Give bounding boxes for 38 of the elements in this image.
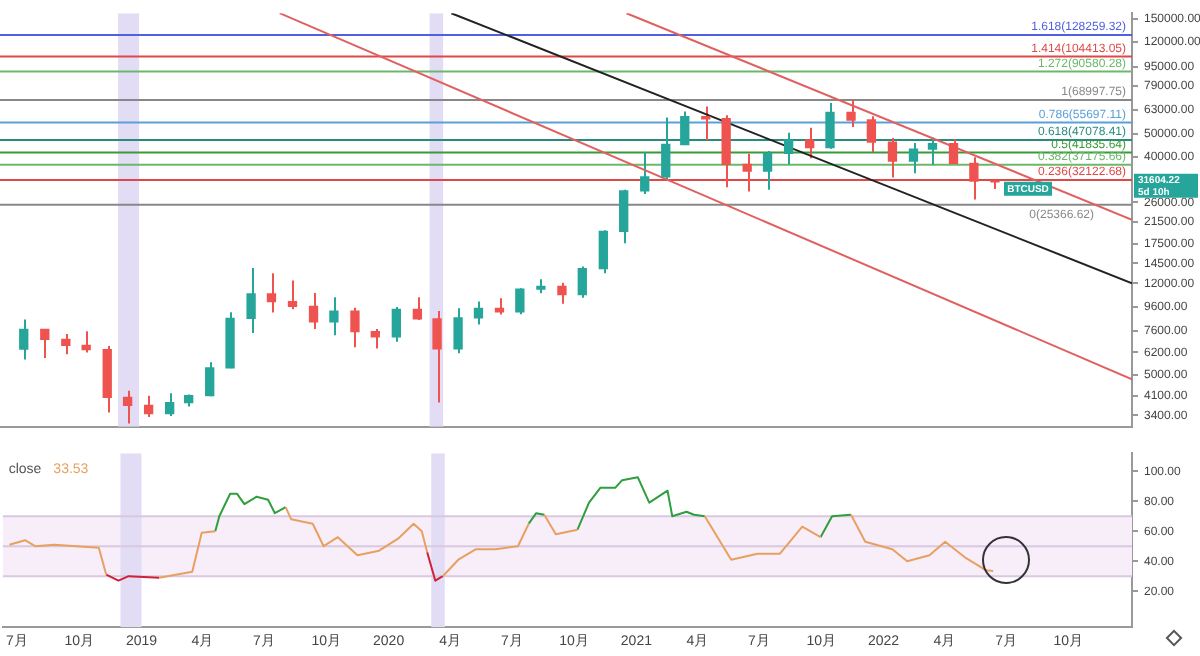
candlestick xyxy=(783,131,794,166)
candlestick xyxy=(680,110,690,146)
candlestick xyxy=(908,141,919,175)
candlestick xyxy=(598,229,608,275)
candlestick xyxy=(308,291,319,331)
candlestick xyxy=(577,265,587,299)
candlestick xyxy=(329,296,339,337)
candlestick xyxy=(453,307,463,355)
candlestick xyxy=(846,99,856,129)
candlestick xyxy=(721,114,731,189)
candlestick xyxy=(762,150,773,191)
candlestick xyxy=(350,306,360,349)
candlestick xyxy=(866,115,877,154)
candlestick xyxy=(165,392,175,418)
candlestick xyxy=(61,332,71,356)
candlestick xyxy=(640,151,650,196)
candlestick xyxy=(287,279,298,311)
candlestick xyxy=(19,318,29,361)
candlestick xyxy=(619,188,629,245)
candlestick xyxy=(391,305,401,343)
candlestick xyxy=(557,281,567,305)
candlestick xyxy=(122,389,133,425)
candlestick xyxy=(266,272,277,314)
candlestick xyxy=(969,156,979,201)
candlestick xyxy=(143,394,154,418)
candlestick xyxy=(887,137,898,179)
candlestick xyxy=(432,310,442,404)
candlestick xyxy=(370,328,380,350)
candlestick xyxy=(205,361,215,398)
candlestick xyxy=(804,126,815,160)
candlestick xyxy=(927,136,938,166)
candlestick xyxy=(742,152,752,193)
candlestick xyxy=(948,138,959,165)
candlestick xyxy=(246,267,256,335)
candlestick xyxy=(661,116,671,181)
candlestick xyxy=(40,327,50,360)
candlestick xyxy=(515,287,525,316)
candlestick xyxy=(825,102,835,150)
